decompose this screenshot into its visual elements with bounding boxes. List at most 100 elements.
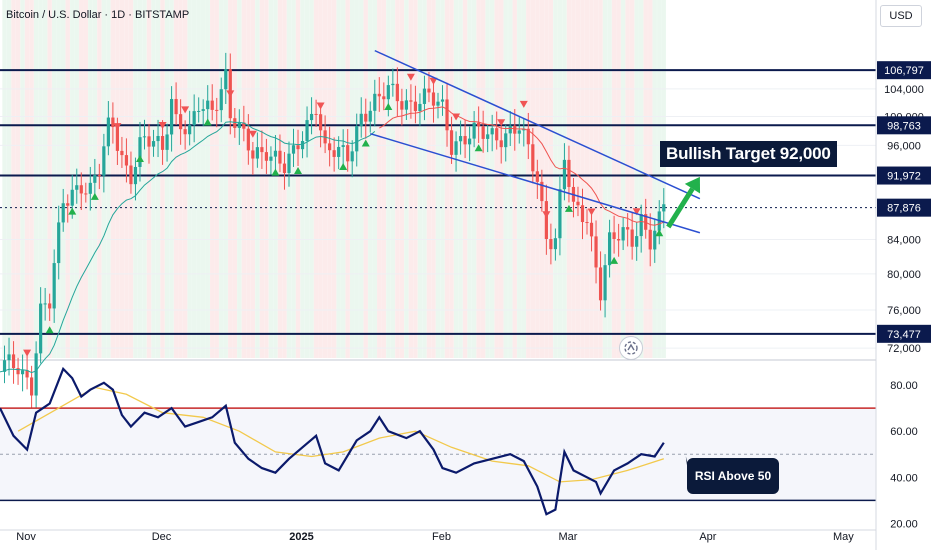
level-tag-label: 98,763 — [887, 120, 921, 132]
candle-body — [197, 110, 201, 112]
candle-body — [373, 93, 377, 111]
candle-body — [598, 267, 603, 301]
signal-band — [6, 0, 12, 358]
signal-band — [462, 0, 468, 358]
candle-body — [43, 303, 47, 305]
candle-body — [499, 140, 503, 148]
grid-lines — [0, 88, 876, 361]
candle-body — [129, 165, 133, 185]
signal-band — [205, 0, 210, 358]
signal-band — [268, 0, 274, 358]
candle-body — [540, 181, 544, 202]
signal-band — [413, 0, 418, 358]
signal-band — [340, 0, 346, 358]
candle-body — [382, 96, 386, 100]
signal-band — [575, 0, 581, 358]
candle-body — [70, 189, 74, 206]
target-arrow — [666, 176, 701, 229]
signal-band — [322, 0, 328, 358]
signal-band — [593, 0, 599, 358]
candle-body — [337, 146, 341, 157]
candle-body — [477, 122, 481, 127]
candle-body — [215, 109, 219, 111]
signal-band — [657, 0, 662, 358]
candle-body — [251, 150, 255, 159]
candle-body — [504, 133, 508, 148]
candle-body — [124, 155, 129, 166]
trend-line — [374, 49, 701, 200]
candle-body — [612, 232, 616, 240]
signal-band — [24, 0, 30, 358]
candle-body — [57, 222, 61, 264]
candle-body — [115, 127, 120, 151]
signal-band — [368, 0, 373, 358]
signal-markers — [23, 73, 664, 357]
trend-lines — [370, 49, 701, 234]
sell-signal-marker — [158, 122, 167, 130]
signal-band — [223, 0, 228, 358]
candle-body — [160, 135, 165, 150]
candle-body — [151, 141, 156, 147]
signal-band — [440, 0, 445, 358]
sell-signal-marker — [316, 102, 325, 110]
signal-band — [553, 0, 558, 358]
ema-line-down — [379, 106, 664, 226]
candle-body — [174, 98, 178, 115]
replay-icon[interactable] — [619, 336, 643, 360]
candle-body — [30, 377, 34, 396]
candle-body — [431, 92, 436, 106]
candle-body — [617, 239, 621, 241]
signal-band — [304, 0, 310, 358]
candle-body — [142, 136, 147, 138]
signal-band — [191, 0, 197, 358]
signal-band — [625, 0, 630, 358]
level-tag-label: 106,797 — [884, 65, 924, 77]
signal-band — [327, 0, 332, 358]
candle-body — [183, 129, 187, 135]
candle-body — [201, 109, 205, 111]
candle-body — [291, 145, 296, 154]
signal-band — [611, 0, 617, 358]
ema-line-up — [0, 121, 376, 374]
buy-signal-marker — [68, 207, 77, 215]
candle-body — [79, 185, 83, 194]
signal-band — [494, 0, 499, 358]
last-price-label: 87,876 — [887, 203, 921, 215]
time-tick-label: Mar — [558, 531, 577, 543]
signal-band — [29, 0, 34, 358]
candle-body — [567, 159, 571, 187]
candle-body — [305, 120, 309, 141]
candle-body — [296, 145, 300, 150]
buy-signal-marker — [203, 118, 212, 126]
signal-band — [648, 0, 653, 358]
candle-body — [409, 100, 413, 102]
candle-body — [156, 135, 160, 142]
signal-band — [489, 0, 495, 358]
candle-body — [526, 128, 530, 145]
currency-selector[interactable]: USD — [880, 5, 922, 27]
candlestick-series — [2, 52, 666, 412]
signal-band — [336, 0, 341, 358]
buy-signal-marker — [361, 139, 370, 147]
candle-body — [332, 150, 336, 157]
signal-band — [106, 0, 111, 358]
signal-band — [20, 0, 25, 358]
signal-band — [255, 0, 260, 358]
candle-body — [580, 205, 585, 223]
signal-band — [638, 0, 644, 358]
candle-body — [169, 98, 174, 135]
signal-band — [83, 0, 88, 358]
signal-band — [318, 0, 323, 358]
signal-band — [277, 0, 283, 358]
price-axis-bg — [876, 0, 932, 550]
signal-band — [602, 0, 608, 358]
signal-band — [521, 0, 526, 358]
candle-body — [260, 147, 264, 153]
buy-signal-marker — [339, 162, 348, 170]
candle-body — [472, 122, 476, 139]
sell-signal-marker — [406, 73, 415, 81]
candle-body — [445, 99, 449, 131]
sell-signal-marker — [226, 90, 235, 98]
sell-signal-marker — [181, 106, 190, 114]
